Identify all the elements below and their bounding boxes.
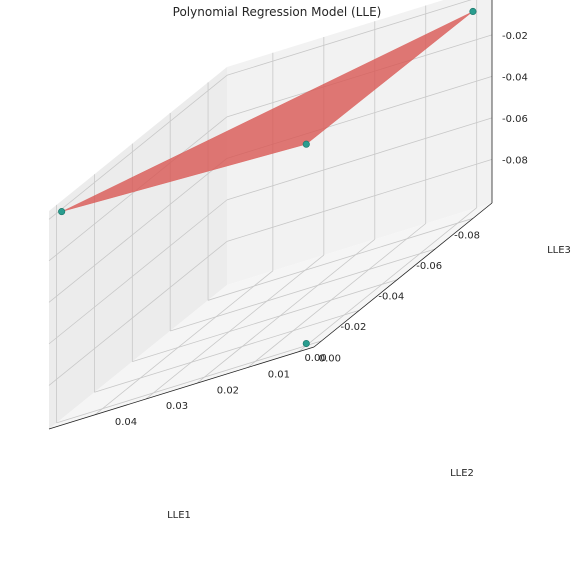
y-tick-label: 0.04 bbox=[115, 417, 137, 428]
grid-line bbox=[94, 270, 274, 416]
x-tick-label: -0.02 bbox=[341, 322, 367, 333]
grid-line bbox=[56, 340, 322, 424]
z-tick-label: -0.04 bbox=[502, 72, 528, 83]
y-tick-label: 0.00 bbox=[319, 354, 341, 365]
z-tick-label: -0.08 bbox=[502, 155, 528, 166]
x-tick-label: -0.06 bbox=[416, 261, 442, 272]
grid-line bbox=[298, 207, 477, 353]
data-point bbox=[469, 7, 477, 16]
regression-plane bbox=[61, 11, 474, 212]
grid-line bbox=[132, 279, 398, 362]
grid-line bbox=[170, 248, 436, 332]
y-tick-label: 0.02 bbox=[217, 385, 239, 396]
grid-line bbox=[94, 309, 360, 393]
x-axis-line bbox=[313, 202, 493, 348]
data-point bbox=[302, 339, 310, 348]
grid-line bbox=[226, 159, 493, 242]
data-point bbox=[302, 140, 310, 148]
grid-line bbox=[48, 74, 228, 220]
x-tick-label: -0.08 bbox=[454, 230, 480, 241]
grid-line bbox=[145, 254, 325, 400]
y-tick-label: 0.01 bbox=[268, 370, 290, 381]
z-tick-label: -0.02 bbox=[502, 31, 528, 42]
z-tick-label: -0.06 bbox=[502, 114, 528, 125]
chart-title: Polynomial Regression Model (LLE) bbox=[173, 5, 382, 19]
grid-line bbox=[226, 0, 472, 76]
grid-line bbox=[196, 238, 376, 384]
data-points bbox=[58, 7, 477, 348]
x-tick-label: 0.00 bbox=[304, 353, 326, 364]
grid-line bbox=[247, 223, 427, 368]
y-axis-label: LLE2 bbox=[450, 468, 474, 479]
y-axis-line bbox=[48, 346, 315, 430]
tick-labels: -0.08 -0.06 -0.04 -0.02 0.000.00 0.01 0.02 0.03… bbox=[115, 0, 528, 428]
grid-line bbox=[48, 199, 228, 345]
grid-line bbox=[226, 117, 493, 201]
data-point bbox=[58, 208, 66, 216]
grid-line bbox=[48, 158, 228, 303]
y-tick-label: 0.03 bbox=[166, 401, 188, 412]
x-tick-label: -0.04 bbox=[378, 292, 404, 303]
axis-lines bbox=[48, 0, 493, 430]
grid-line bbox=[207, 217, 474, 301]
regression-surface bbox=[61, 11, 474, 212]
grid-line bbox=[48, 241, 228, 386]
z-axis-label: LLE3 bbox=[547, 245, 571, 256]
x-axis-label: LLE1 bbox=[167, 510, 191, 521]
